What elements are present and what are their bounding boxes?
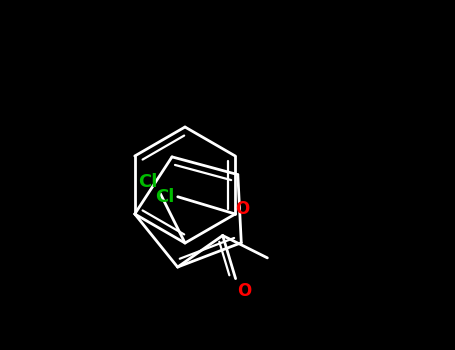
Text: O: O xyxy=(235,199,249,218)
Text: O: O xyxy=(238,282,252,300)
Text: Cl: Cl xyxy=(156,188,175,206)
Text: Cl: Cl xyxy=(138,173,157,191)
